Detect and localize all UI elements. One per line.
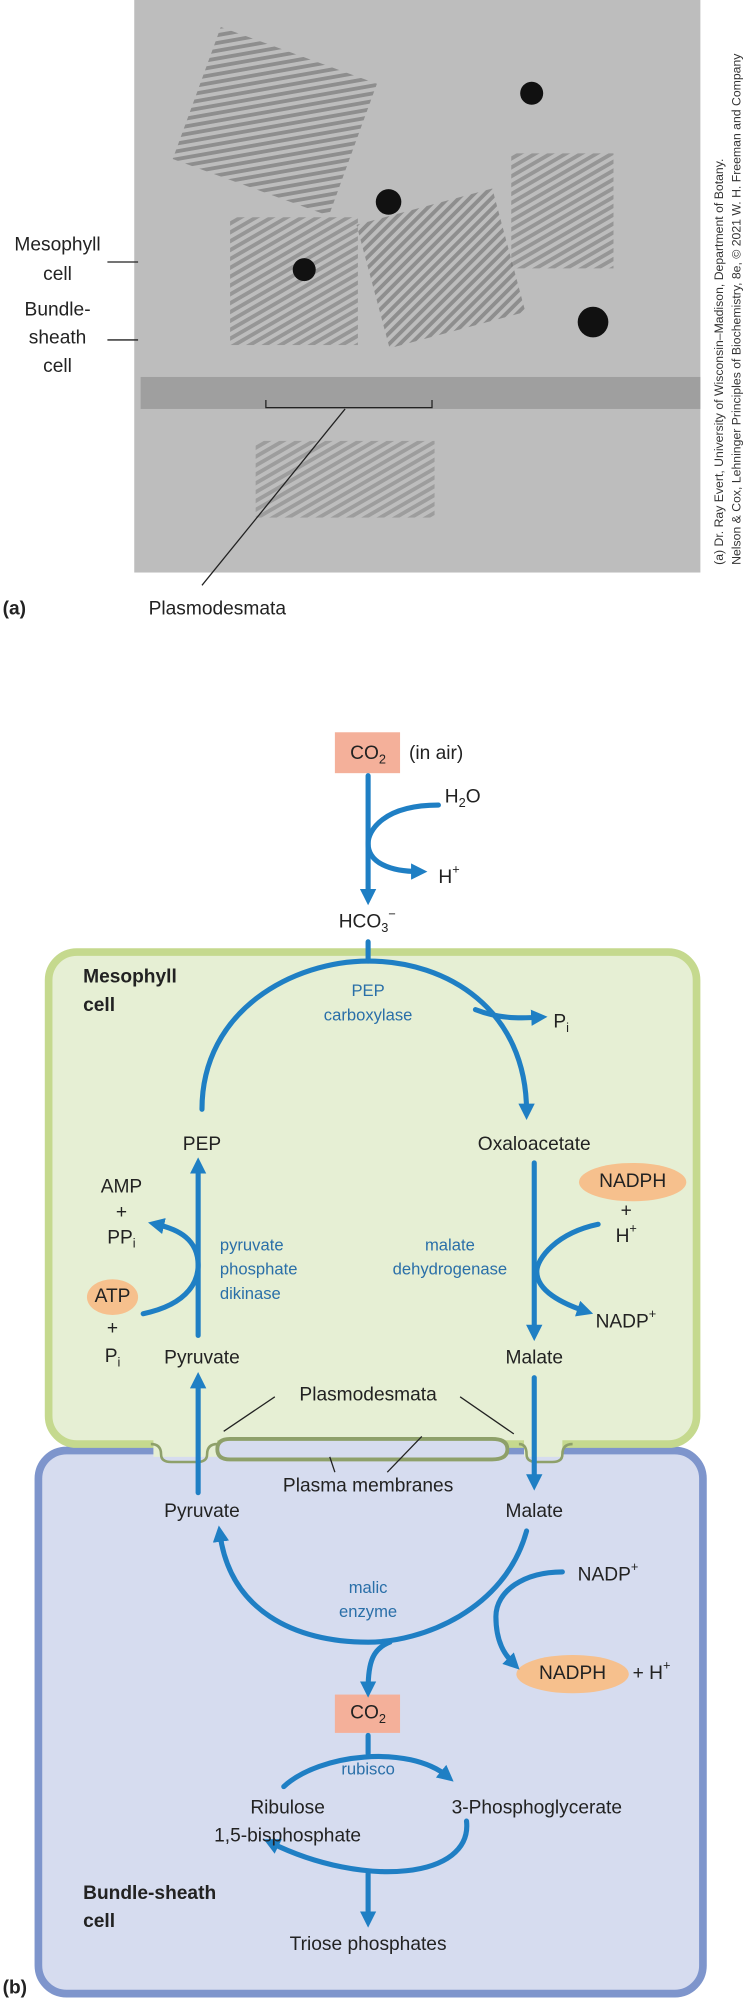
plasma-membranes: Plasma membranes	[283, 1475, 453, 1496]
cells	[34, 948, 707, 1998]
co2-air-sub: 2	[379, 752, 386, 767]
plus-h-main: + H	[633, 1663, 663, 1684]
mesophyll-label: cell	[43, 264, 72, 285]
pyruvate-2: Pyruvate	[164, 1501, 240, 1522]
plus-h-sup: +	[663, 1658, 670, 1673]
co2-bs-main: CO	[350, 1703, 379, 1724]
pi-1-main: P	[553, 1011, 566, 1032]
water-main: H	[445, 787, 459, 808]
nadp-1-main: NADP	[596, 1312, 649, 1333]
proton-2-main: H	[616, 1226, 630, 1247]
ppdk: pyruvate	[220, 1235, 284, 1254]
pep: PEP	[183, 1134, 221, 1155]
plus-1: +	[621, 1201, 632, 1222]
nadp-2: NADP+	[578, 1559, 639, 1585]
pi-1-sub: i	[566, 1020, 569, 1035]
pep-carboxylase: PEP	[351, 981, 384, 1000]
proton-2: H+	[616, 1221, 637, 1247]
nadp-1-sup: +	[649, 1306, 656, 1321]
label: (a)	[3, 599, 26, 620]
oxaloacetate: Oxaloacetate	[478, 1134, 591, 1155]
ppi-sub: i	[133, 1236, 136, 1251]
atp: ATP	[95, 1286, 131, 1307]
malic-enzyme: enzyme	[339, 1602, 397, 1621]
pep-carboxylase: carboxylase	[324, 1005, 413, 1024]
pyruvate-1: Pyruvate	[164, 1348, 240, 1369]
bundle-sheath-cell: Bundle-sheath	[83, 1883, 216, 1904]
nadph-1: NADPH	[599, 1171, 666, 1192]
malate-2: Malate	[505, 1501, 563, 1522]
mesophyll-cell: cell	[83, 995, 115, 1016]
rubp: 1,5-bisphosphate	[214, 1825, 361, 1846]
bicarbonate-main: HCO	[339, 912, 382, 933]
co2-bs-sub: 2	[379, 1712, 386, 1727]
labels: (a) Mesophyll cell Bundle-sheath cell Plasmod…	[3, 53, 744, 1999]
bundle-sheath-cell: cell	[83, 1911, 115, 1932]
mesophyll-label: Mesophyll	[14, 234, 100, 255]
co2-bs: CO2	[350, 1703, 386, 1727]
plus-3: +	[107, 1318, 118, 1339]
malic-enzyme: malic	[349, 1578, 388, 1597]
rubisco: rubisco	[341, 1759, 395, 1778]
proton-1-sup: +	[452, 862, 459, 877]
bicarbonate-sub: 3	[381, 920, 388, 935]
plus-2: +	[116, 1202, 127, 1223]
pga: 3-Phosphoglycerate	[452, 1797, 622, 1818]
mesophyll-cell: Mesophyll	[83, 967, 177, 988]
in-air: (in air)	[409, 743, 463, 764]
rubp: Ribulose	[250, 1797, 325, 1818]
highlights	[86, 732, 687, 1733]
ppi-main: PP	[107, 1227, 133, 1248]
proton-2-sup: +	[629, 1221, 636, 1236]
nadph-2: NADPH	[539, 1663, 606, 1684]
ppdk: phosphate	[220, 1260, 298, 1279]
triose: Triose phosphates	[290, 1934, 447, 1955]
nadp-2-main: NADP	[578, 1565, 631, 1586]
plasmodesmata-label: Plasmodesmata	[149, 599, 287, 620]
proton-1: H+	[438, 862, 459, 888]
bicarbonate-sup: −	[388, 906, 395, 921]
pi-2-main: P	[105, 1346, 118, 1367]
credit: Nelson & Cox, Lehninger Principles of Bi…	[730, 53, 744, 565]
bundle-sheath-label: cell	[43, 356, 72, 377]
plus-h: + H+	[633, 1658, 671, 1684]
pi-1: Pi	[553, 1011, 569, 1035]
malate-1: Malate	[505, 1348, 563, 1369]
nadp-2-sup: +	[631, 1559, 638, 1574]
water-sub: 2	[459, 795, 466, 810]
co2-air: CO2	[350, 743, 386, 767]
bundle-sheath-label: sheath	[29, 328, 87, 349]
credit: (a) Dr. Ray Evert, University of Wiscons…	[712, 159, 726, 565]
proton-1-main: H	[438, 867, 452, 888]
ppdk: dikinase	[220, 1284, 281, 1303]
co2-air-main: CO	[350, 743, 379, 764]
pi-2: Pi	[105, 1346, 121, 1370]
arrows	[140, 773, 601, 1928]
ppi: PPi	[107, 1227, 135, 1251]
pi-2-sub: i	[117, 1355, 120, 1370]
malate-dehydrogenase: malate	[425, 1235, 475, 1254]
nadp-1: NADP+	[596, 1306, 657, 1332]
water: H2O	[445, 787, 481, 811]
water-tail: O	[466, 787, 481, 808]
bicarbonate: HCO3−	[339, 906, 396, 935]
label: (b)	[3, 1978, 27, 1999]
micrograph	[107, 0, 701, 586]
malate-dehydrogenase: dehydrogenase	[393, 1260, 508, 1279]
amp: AMP	[101, 1176, 143, 1197]
plasmodesmata: Plasmodesmata	[299, 1385, 437, 1406]
bundle-sheath-label: Bundle-	[25, 300, 91, 321]
